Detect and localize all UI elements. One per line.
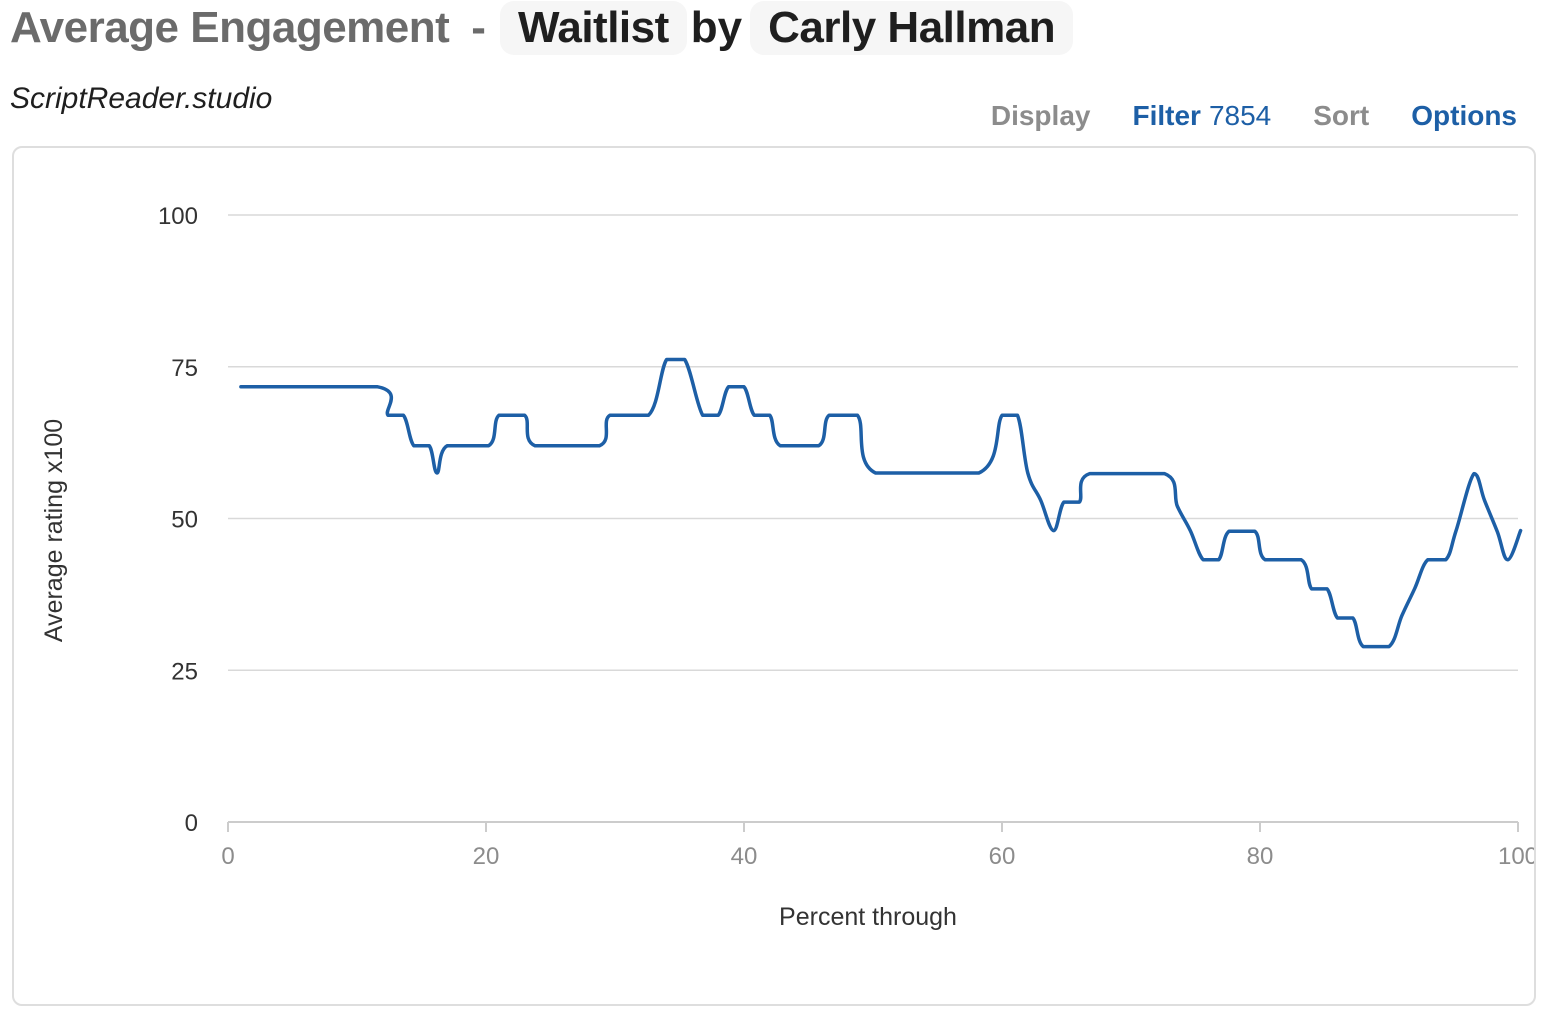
author-chip[interactable]: Carly Hallman — [750, 1, 1074, 55]
chart-panel: 0 25 50 75 100 0 20 40 60 80 100 Percent through … — [12, 146, 1536, 1006]
y-axis: 0 25 50 75 100 — [158, 203, 198, 837]
script-title-chip[interactable]: Waitlist — [499, 1, 687, 55]
title-dash: - — [471, 3, 486, 52]
title-by: by — [690, 3, 743, 52]
grid-lines — [228, 214, 1518, 671]
filter-label: Filter — [1132, 100, 1201, 131]
y-tick-label: 75 — [171, 355, 198, 382]
x-tick-label: 20 — [473, 843, 500, 870]
x-tick-label: 100 — [1498, 843, 1534, 870]
filter-menu-button[interactable]: Filter 7854 — [1132, 100, 1271, 132]
sort-menu-button[interactable]: Sort — [1313, 100, 1370, 131]
y-tick-label: 0 — [185, 810, 198, 837]
x-tick-label: 60 — [989, 843, 1016, 870]
engagement-series-line — [239, 357, 1523, 649]
display-menu-button[interactable]: Display — [990, 100, 1091, 131]
chart-menu: Display Filter 7854 Sort Options — [991, 100, 1517, 132]
y-tick-label: 25 — [171, 658, 198, 685]
options-menu-button[interactable]: Options — [1411, 100, 1517, 131]
filter-count: 7854 — [1208, 100, 1272, 131]
x-axis-label: Percent through — [779, 903, 957, 931]
y-tick-label: 50 — [171, 507, 198, 534]
x-axis-ticks: 0 20 40 60 80 100 — [221, 822, 1534, 870]
y-tick-label: 100 — [158, 203, 198, 230]
y-axis-label: Average rating x100 — [40, 419, 68, 642]
page-header: Average Engagement - Waitlist by Carly H… — [10, 0, 1074, 56]
page-title-prefix: Average Engagement — [10, 3, 450, 52]
x-tick-label: 80 — [1247, 843, 1274, 870]
site-name: ScriptReader.studio — [10, 82, 273, 115]
x-tick-label: 40 — [731, 843, 758, 870]
x-tick-label: 0 — [221, 843, 234, 870]
